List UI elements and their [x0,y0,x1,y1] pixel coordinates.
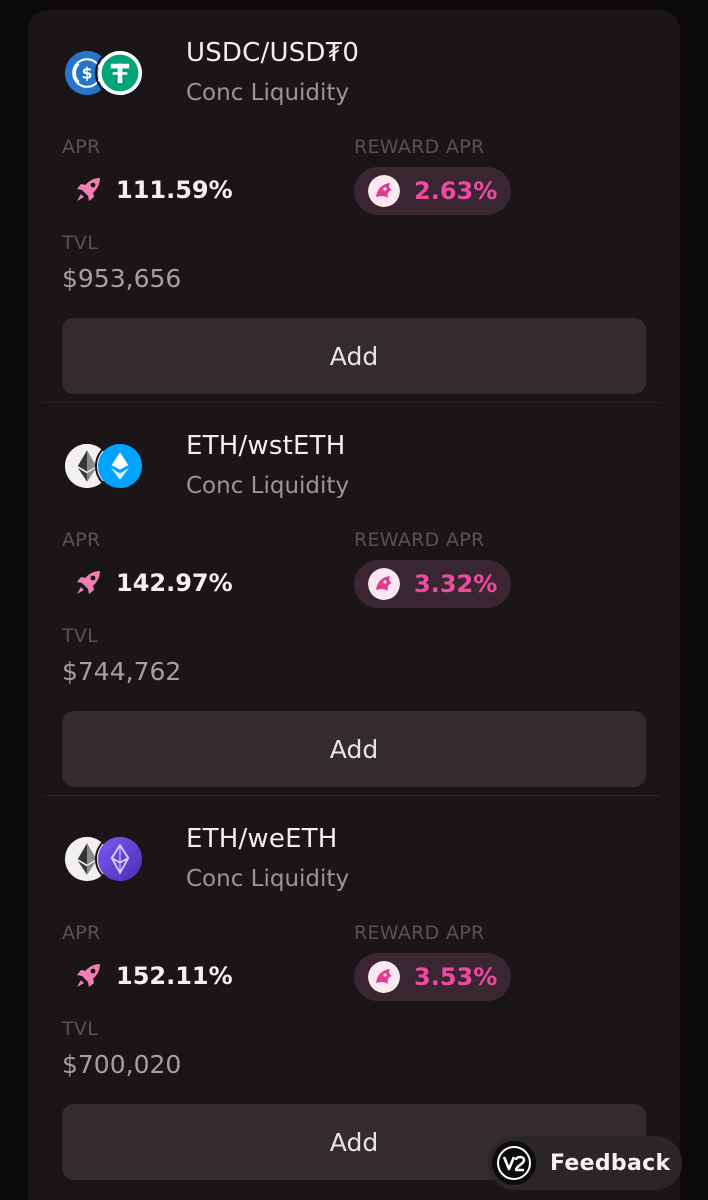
reward-apr-value: 3.53% [414,963,498,991]
wsteth-icon [95,441,145,491]
divider [42,795,660,796]
tvl-label: TVL [62,232,99,254]
pair-icons [62,834,148,886]
pool-type: Conc Liquidity [186,866,350,892]
apr-row: 152.11% [74,956,233,996]
rocket-icon [77,571,100,594]
pool-card-eth-weeth[interactable]: ETH/weETH Conc Liquidity APR REWARD APR … [28,796,680,1189]
velodrome-reward-icon [368,175,400,207]
apr-label: APR [62,922,101,944]
pair-icons: $ [62,48,148,100]
svg-text:$: $ [82,64,93,83]
apr-row: 142.97% [74,563,233,603]
tvl-value: $744,762 [62,657,182,686]
pool-card-usdc-usdt0[interactable]: $ USDC/USD₮0 Conc Liquidity APR REWARD A… [28,10,680,403]
rocket-icon [77,964,100,987]
divider [42,402,660,403]
v2-logo-icon [492,1141,536,1185]
reward-apr-badge: 3.53% [354,953,512,1001]
pair-name: ETH/weETH [186,824,338,854]
velodrome-reward-icon [368,568,400,600]
rocket-icon [77,178,100,201]
apr-value: 152.11% [116,962,233,990]
reward-apr-label: REWARD APR [354,136,485,158]
apr-label: APR [62,136,101,158]
pair-name: ETH/wstETH [186,431,346,461]
add-button[interactable]: Add [62,318,646,394]
tvl-label: TVL [62,1018,99,1040]
apr-row: 111.59% [74,170,233,210]
reward-apr-value: 3.32% [414,570,498,598]
reward-apr-value: 2.63% [414,177,498,205]
feedback-label: Feedback [550,1150,671,1176]
tvl-value: $953,656 [62,264,182,293]
pool-type: Conc Liquidity [186,80,350,106]
reward-apr-badge: 2.63% [354,167,512,215]
reward-apr-label: REWARD APR [354,529,485,551]
pool-card-eth-wsteth[interactable]: ETH/wstETH Conc Liquidity APR REWARD APR… [28,403,680,796]
tvl-value: $700,020 [62,1050,182,1079]
reward-apr-label: REWARD APR [354,922,485,944]
pools-panel: $ USDC/USD₮0 Conc Liquidity APR REWARD A… [28,10,680,1200]
reward-apr-badge: 3.32% [354,560,512,608]
usdt0-icon [95,48,145,98]
pair-name: USDC/USD₮0 [186,38,360,68]
pair-icons [62,441,148,493]
tvl-label: TVL [62,625,99,647]
feedback-button[interactable]: Feedback [488,1136,682,1190]
apr-value: 142.97% [116,569,233,597]
apr-label: APR [62,529,101,551]
apr-value: 111.59% [116,176,233,204]
velodrome-reward-icon [368,961,400,993]
add-button[interactable]: Add [62,711,646,787]
weeth-icon [95,834,145,884]
pool-type: Conc Liquidity [186,473,350,499]
